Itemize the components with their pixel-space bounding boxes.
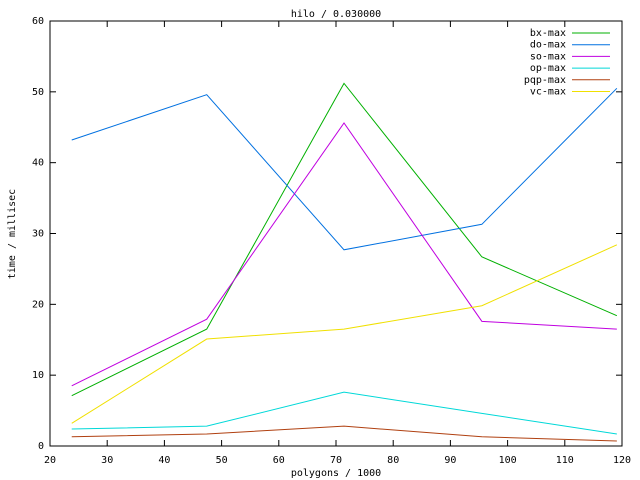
series-line xyxy=(71,391,617,435)
x-axis-label: polygons / 1000 xyxy=(291,468,381,479)
series-line xyxy=(71,244,618,424)
x-tick-label: 110 xyxy=(556,455,574,466)
x-tick-label: 90 xyxy=(444,455,456,466)
series-line xyxy=(71,425,617,442)
y-tick-label: 10 xyxy=(32,370,44,381)
x-tick-label: 50 xyxy=(216,455,228,466)
x-tick-label: 120 xyxy=(613,455,631,466)
legend-label: vc-max xyxy=(530,87,566,98)
chart-title: hilo / 0.030000 xyxy=(291,9,381,20)
y-tick-label: 20 xyxy=(32,299,44,310)
x-tick-label: 80 xyxy=(387,455,399,466)
x-tick-label: 30 xyxy=(101,455,113,466)
y-axis-label: time / millisec xyxy=(7,189,18,279)
x-tick-label: 60 xyxy=(273,455,285,466)
series-line xyxy=(71,122,617,387)
legend-label: pqp-max xyxy=(524,75,566,86)
legend-label: bx-max xyxy=(530,28,566,39)
x-tick-label: 70 xyxy=(330,455,342,466)
x-tick-label: 100 xyxy=(499,455,517,466)
series-line xyxy=(71,87,618,251)
legend-label: op-max xyxy=(530,63,566,74)
y-tick-label: 40 xyxy=(32,158,44,169)
series-line xyxy=(71,82,618,397)
y-tick-label: 0 xyxy=(38,441,44,452)
x-tick-label: 40 xyxy=(158,455,170,466)
x-tick-label: 20 xyxy=(44,455,56,466)
legend-label: do-max xyxy=(530,40,566,51)
y-tick-label: 60 xyxy=(32,16,44,27)
y-tick-label: 50 xyxy=(32,87,44,98)
y-tick-label: 30 xyxy=(32,229,44,240)
legend-label: so-max xyxy=(530,51,566,62)
